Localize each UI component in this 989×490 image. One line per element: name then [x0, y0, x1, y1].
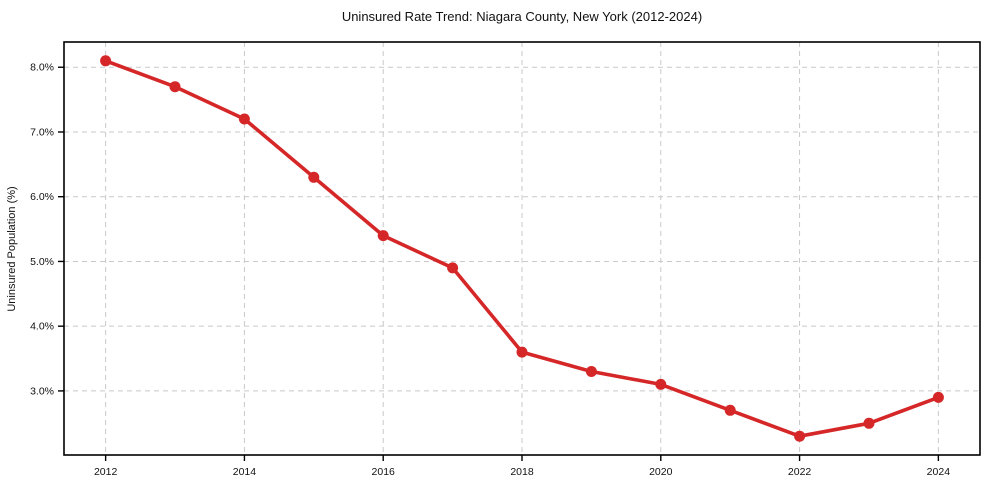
data-point-marker: [169, 81, 181, 93]
data-point-marker: [585, 366, 597, 377]
data-points: [100, 55, 944, 442]
x-tick-label: 2014: [233, 466, 257, 478]
y-tick-label: 7.0%: [30, 126, 54, 138]
data-point-marker: [655, 378, 667, 390]
axes-ticks: [58, 66, 940, 461]
plot-border: [63, 41, 981, 456]
x-tick-label: 2022: [788, 466, 812, 478]
data-point-marker: [724, 404, 736, 416]
data-point-marker: [238, 113, 250, 125]
y-tick-label: 8.0%: [30, 62, 54, 74]
y-tick-label: 4.0%: [30, 321, 54, 333]
x-tick-label: 2024: [927, 466, 951, 478]
y-tick-label: 3.0%: [30, 385, 54, 397]
data-point-marker: [377, 230, 389, 242]
x-tick-label: 2020: [649, 466, 673, 478]
x-tick-label: 2018: [510, 466, 534, 478]
y-axis-label: Uninsured Population (%): [6, 186, 18, 311]
x-tick-label: 2016: [372, 466, 396, 478]
data-point-marker: [516, 346, 528, 358]
data-point-marker: [100, 55, 112, 67]
gridlines: [64, 42, 980, 455]
tick-labels: 3.0% 4.0% 5.0% 6.0% 7.0% 8.0% 2012 2014 2016 2018…: [30, 62, 950, 478]
data-point-marker: [794, 430, 806, 442]
data-point-marker: [863, 417, 875, 429]
data-point-marker: [447, 262, 459, 274]
y-tick-label: 6.0%: [30, 191, 54, 203]
data-point-marker: [308, 171, 320, 183]
chart-title: Uninsured Rate Trend: Niagara County, Ne…: [342, 9, 702, 24]
data-point-marker: [932, 391, 944, 403]
y-tick-label: 5.0%: [30, 256, 54, 268]
x-tick-label: 2012: [94, 466, 118, 478]
